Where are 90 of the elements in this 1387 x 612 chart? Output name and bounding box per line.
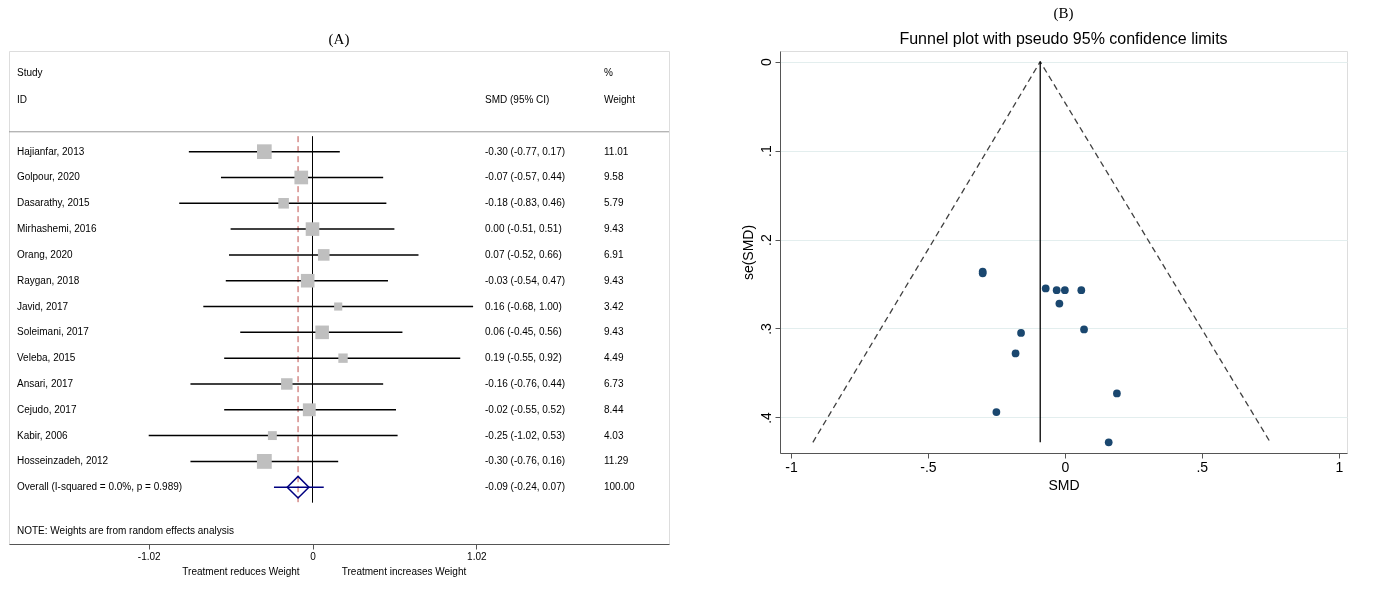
annotation: 0.06 (-0.45, 0.56) (485, 326, 562, 338)
annotation: 9.58 (604, 171, 624, 183)
x-tick-label: -1 (785, 458, 798, 475)
x-tick-label: .5 (1196, 458, 1209, 475)
text: Treatment increases Weight (341, 566, 467, 577)
y-tick-label: Soleimani, 2017 (17, 326, 90, 338)
y-tick-label: .3 (757, 322, 774, 335)
annotation: 5.79 (604, 197, 624, 209)
y-tick-label: Ansari, 2017 (17, 377, 74, 389)
point (1041, 284, 1050, 293)
point (1113, 389, 1121, 398)
annotation: -0.25 (-1.02, 0.53) (485, 429, 566, 441)
annotation: -0.09 (-0.24, 0.07) (485, 481, 566, 493)
x-tick-label: 1.02 (467, 550, 487, 562)
annotation: 0.07 (-0.52, 0.66) (485, 248, 562, 260)
point (1104, 438, 1113, 447)
y-tick-label: Cejudo, 2017 (17, 403, 77, 415)
annotation: -0.03 (-0.54, 0.47) (485, 274, 566, 286)
x-tick-label: 0 (1061, 458, 1070, 475)
y-tick-label: .2 (757, 234, 774, 246)
annotation: 9.43 (604, 274, 624, 286)
annotation: 9.43 (604, 223, 624, 235)
annotation: 6.73 (604, 377, 624, 389)
point (1055, 299, 1064, 308)
annotation: -0.18 (-0.83, 0.46) (485, 197, 566, 209)
point (1052, 286, 1061, 295)
annotation: -0.30 (-0.77, 0.17) (485, 145, 566, 157)
annotation: 11.29 (604, 455, 629, 467)
annotation: -0.30 (-0.76, 0.16) (485, 455, 566, 467)
y-tick-label: Hajianfar, 2013 (17, 145, 85, 157)
y-tick-label: .1 (757, 145, 774, 157)
y-tick-label: Kabir, 2006 (17, 429, 69, 441)
annotation: 0.00 (-0.51, 0.51) (485, 223, 562, 235)
point (294, 170, 309, 185)
annotation: 3.42 (604, 300, 624, 312)
annotation: 0.16 (-0.68, 1.00) (485, 300, 562, 312)
point (281, 378, 293, 390)
y-tick-label: Dasarathy, 2015 (17, 197, 91, 209)
text: NOTE: Weights are from random effects analysis (17, 525, 234, 537)
text: Weight (604, 94, 636, 106)
point (278, 197, 289, 209)
annotation: 100.00 (604, 481, 636, 493)
x-axis-title: SMD (1048, 476, 1080, 493)
annotation: 0.19 (-0.55, 0.92) (485, 352, 562, 364)
text: ID (17, 94, 27, 106)
annotation: -0.02 (-0.55, 0.52) (485, 403, 566, 415)
y-tick-label: Veleba, 2015 (17, 352, 76, 364)
text: % (604, 67, 613, 79)
point (256, 144, 272, 160)
x-tick-label: 1 (1335, 458, 1344, 475)
annotation: 6.91 (604, 248, 624, 260)
chart-subtitle: Funnel plot with pseudo 95% confidence limits (899, 30, 1228, 47)
text: SMD (95% CI) (485, 94, 550, 106)
y-tick-label: Raygan, 2018 (17, 274, 80, 286)
annotation: -0.16 (-0.76, 0.44) (485, 377, 566, 389)
point (302, 403, 316, 417)
text: Study (17, 67, 43, 79)
y-tick-label: Javid, 2017 (17, 300, 69, 312)
point (1080, 325, 1088, 334)
y-tick-label: 0 (757, 58, 774, 67)
point (305, 222, 320, 236)
y-axis-title: se(SMD) (739, 224, 756, 281)
point (315, 325, 329, 340)
y-tick-label: Mirhashemi, 2016 (17, 223, 97, 235)
x-tick-label: 0 (310, 550, 317, 562)
chart-title: (B) (1053, 5, 1074, 22)
y-tick-label: Hosseinzadeh, 2012 (17, 455, 109, 467)
annotation: 8.44 (604, 403, 624, 415)
annotation: 4.03 (604, 429, 624, 441)
point (1017, 329, 1025, 337)
annotation: 4.49 (604, 352, 624, 364)
y-tick-label: Golpour, 2020 (17, 171, 81, 183)
chart-title: (A) (328, 31, 350, 48)
point (286, 475, 310, 499)
point (256, 453, 272, 469)
point (317, 249, 330, 261)
y-tick-label: Overall (I-squared = 0.0%, p = 0.989) (17, 481, 183, 493)
annotation: 9.43 (604, 326, 624, 338)
point (1061, 286, 1069, 295)
x-tick-label: -.5 (920, 458, 937, 475)
point (1011, 349, 1020, 358)
annotation: -0.07 (-0.57, 0.44) (485, 171, 566, 183)
x-tick-label: -1.02 (137, 550, 162, 562)
text: Treatment reduces Weight (182, 566, 300, 577)
point (300, 273, 315, 288)
y-tick-label: Orang, 2020 (17, 248, 74, 260)
annotation: 11.01 (604, 145, 629, 157)
point (1077, 286, 1086, 295)
point (992, 408, 1001, 416)
y-tick-label: .4 (757, 411, 774, 424)
